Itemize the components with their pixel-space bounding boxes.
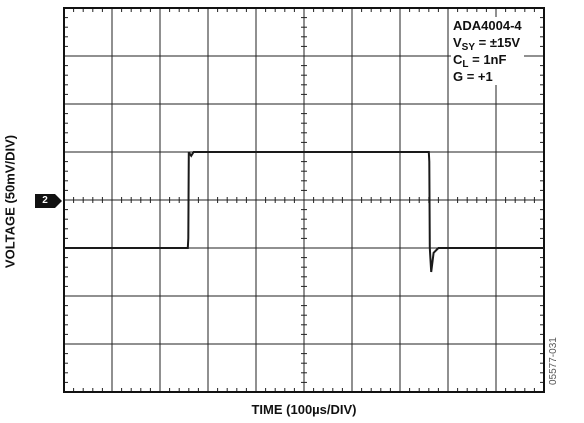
plot-frame: [63, 7, 545, 393]
channel-marker-arrow-icon: [55, 194, 62, 208]
channel-marker: 2: [35, 194, 62, 208]
annotation-supply: VSY = ±15V: [453, 35, 521, 53]
annotation-load: CL = 1nF: [453, 52, 507, 70]
x-axis-label: TIME (100µs/DIV): [251, 402, 357, 417]
series-line: [64, 151, 544, 273]
annotation-box: ADA4004-4 VSY = ±15V CL = 1nF G = +1: [451, 17, 524, 85]
annotation-gain: G = +1: [453, 69, 493, 84]
figure-code: 05577-031: [548, 337, 559, 385]
channel-marker-label: 2: [42, 195, 48, 206]
annotation-part: ADA4004-4: [453, 18, 522, 33]
y-axis-label: VOLTAGE (50mV/DIV): [2, 134, 18, 269]
channel-marker-box: [35, 194, 55, 208]
